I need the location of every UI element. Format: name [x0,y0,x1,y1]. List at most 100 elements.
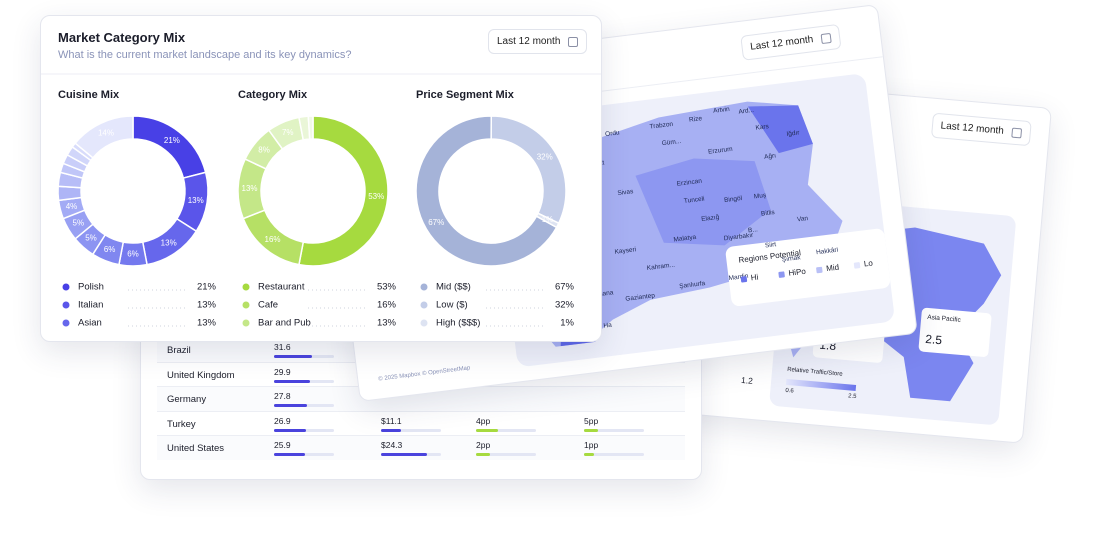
cell: 27.8 [274,391,291,401]
donut-charts: Cuisine Mix 21% 13% 13% 6% 6% 5%5% 4% 14% Polish 2… [41,73,601,329]
cell-bar [584,453,594,456]
legend-name: Mid ($$) [436,282,471,293]
cell-bar [381,428,401,432]
map-legend-box [725,228,891,307]
legend-swatch [740,275,748,283]
segment-label: 8% [258,146,270,155]
cell: $24.3 [381,440,403,450]
city-label: Muş [753,191,767,201]
legend-value: 13% [197,318,217,329]
row-name: Turkey [167,418,196,430]
row-bg [157,435,685,460]
cell-bar-track [381,428,441,432]
legend-label: Hi [750,272,759,283]
legend-dot [242,301,250,309]
segment-label: 4% [66,202,78,211]
legend-value: 13% [377,318,397,329]
legend-name: Low ($) [436,300,468,311]
region-hipo [635,158,771,246]
cell-bar [274,428,306,432]
legend-name: Bar and Pub [258,318,311,329]
donut-segment [490,115,567,225]
row-bg [157,410,685,436]
legend-name: Cafe [258,300,278,311]
legend-name: High ($$$) [436,318,480,329]
legend-dot [420,283,428,291]
row-name: Germany [167,394,207,405]
legend-dot [420,319,428,327]
row-name: United States [167,443,225,454]
row-name: Brazil [167,345,191,356]
scale-max: 2.5 [847,393,857,401]
legend-value: 67% [555,282,575,293]
legend-name: Restaurant [258,282,305,293]
cell-bar [274,453,305,456]
cell: 31.6 [274,342,291,352]
legend-value: 16% [377,300,397,311]
segment-label: 5% [85,234,97,243]
legend-swatch [853,262,861,269]
card-subtitle: What is the current market landscape and… [58,49,352,61]
legend-value: 32% [555,300,575,311]
donut-title: Cuisine Mix [58,89,120,101]
segment-label: 53% [368,192,384,201]
city-label: Van [796,215,809,224]
cell-bar [274,355,312,358]
scale-min: 0.6 [785,387,794,395]
cell: 26.9 [274,415,291,426]
legend-label: Mid [825,262,840,274]
cell-bar-track [476,428,536,432]
cell-bar [476,428,498,432]
legend-value: 1% [560,318,574,329]
legend-label: Lo [863,258,874,269]
donut-segment [535,212,560,229]
cell-bar [476,453,490,456]
city-label: B... [747,226,759,235]
segment-label: 67% [428,218,444,227]
city-label: Ha [603,321,613,330]
legend-swatch [778,271,785,279]
cell: $11.1 [381,415,402,426]
segment-label: 13% [161,239,177,248]
segment-label: 6% [104,245,116,254]
segment-label: 6% [127,250,139,259]
city-label: Ağrı [763,152,777,161]
cell: 2pp [476,440,491,450]
region-hi [747,105,813,154]
legend-name: Asian [78,318,102,329]
world-cell: 1.2 [740,374,754,386]
main-card: Market Category Mix What is the current … [40,15,602,342]
segment-label: 5% [73,218,85,227]
cell-bar-track [476,453,536,456]
legend-dot [242,319,250,327]
cell-bar [381,453,427,456]
donut-segment [74,115,134,159]
legend-value: 53% [377,282,397,293]
cell: 5pp [584,415,599,426]
period-button[interactable]: Last 12 month [488,29,588,54]
cell: 25.9 [274,440,291,450]
legend-dot [62,301,70,309]
segment-label: 13% [188,196,204,205]
cell: 29.9 [274,366,291,377]
segment-label: 7% [282,128,294,137]
legend-name: Italian [78,300,103,311]
segment-label: 21% [164,136,180,145]
card-title: Market Category Mix [58,30,186,45]
cell: 4pp [476,415,491,426]
segment-label: 1% [542,215,554,224]
legend-value: 13% [197,300,217,311]
legend-swatch [815,266,823,274]
cell-bar-track [584,453,644,456]
donut-title: Category Mix [238,89,308,101]
donut-segment [307,115,314,140]
legend-value: 21% [197,282,217,293]
city-label: Siirt [764,241,777,250]
row-name: United Kingdom [167,369,235,381]
legend-dot [62,283,70,291]
segment-label: 32% [537,152,553,161]
cell: 1pp [584,440,599,450]
donut-segment [57,185,83,202]
legend-dot [62,319,70,327]
